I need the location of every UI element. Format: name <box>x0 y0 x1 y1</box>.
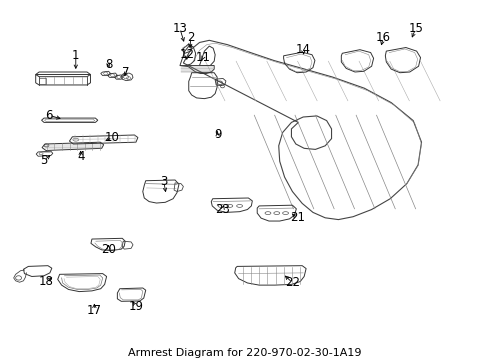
Text: 18: 18 <box>39 275 54 288</box>
Text: 17: 17 <box>87 304 102 317</box>
Text: 20: 20 <box>101 243 116 256</box>
Text: 19: 19 <box>128 300 143 313</box>
Text: 4: 4 <box>77 150 84 163</box>
Text: 15: 15 <box>407 22 422 35</box>
Text: 1: 1 <box>72 49 80 62</box>
Text: 7: 7 <box>122 66 130 79</box>
Text: 12: 12 <box>179 48 194 61</box>
Text: 21: 21 <box>289 211 304 224</box>
Text: 10: 10 <box>105 131 120 144</box>
Text: 8: 8 <box>104 58 112 71</box>
Text: 2: 2 <box>186 31 194 44</box>
Text: 16: 16 <box>375 31 390 44</box>
Text: 9: 9 <box>213 128 221 141</box>
Text: 14: 14 <box>295 43 310 56</box>
Text: 22: 22 <box>285 276 299 289</box>
Text: 3: 3 <box>160 175 167 188</box>
Text: 6: 6 <box>45 109 53 122</box>
Text: 11: 11 <box>195 51 210 64</box>
Text: 5: 5 <box>40 154 48 167</box>
Text: 23: 23 <box>215 203 229 216</box>
Text: 13: 13 <box>172 22 187 35</box>
Text: Armrest Diagram for 220-970-02-30-1A19: Armrest Diagram for 220-970-02-30-1A19 <box>127 348 361 358</box>
